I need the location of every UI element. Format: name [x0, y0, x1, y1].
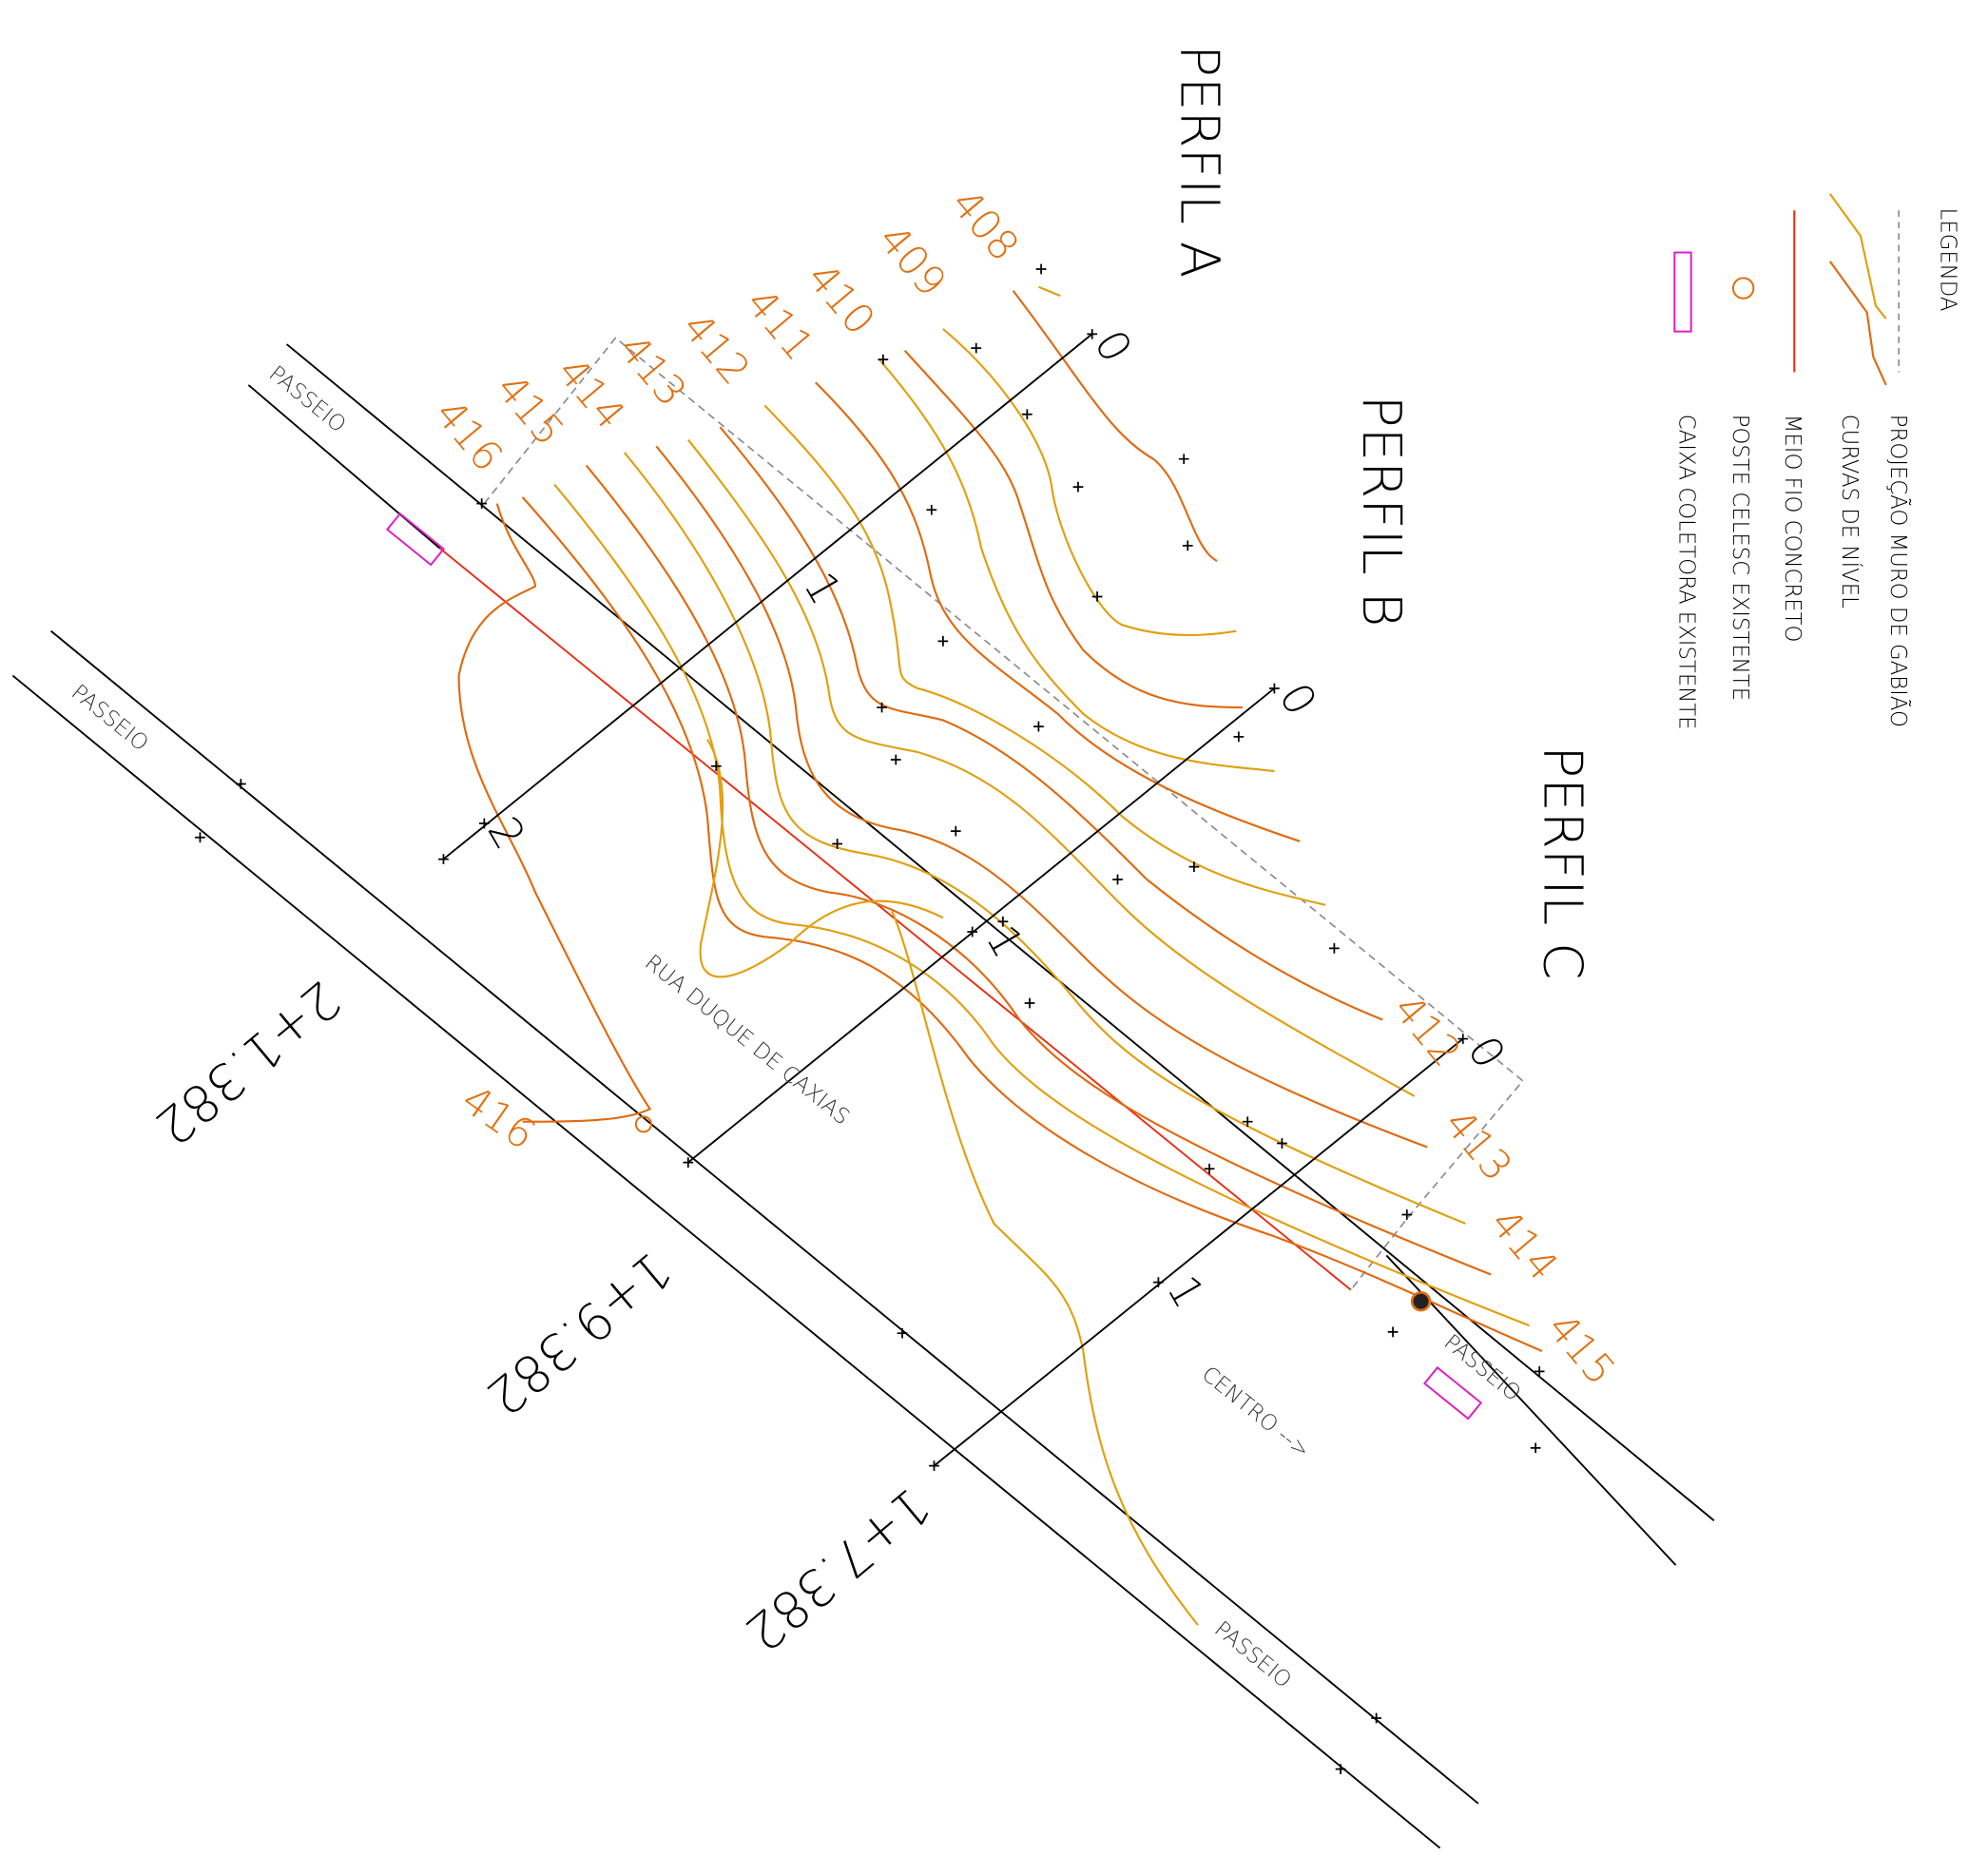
- legend-swatch: [1828, 261, 1887, 386]
- station-label: 1+9.382: [475, 1240, 684, 1428]
- sidewalk-label: PASSEIO: [67, 680, 153, 756]
- profile-tick: 2: [478, 808, 535, 858]
- pole: [1410, 1290, 1432, 1312]
- collector-box: [1422, 1365, 1483, 1421]
- legend-swatch: [1828, 193, 1887, 319]
- sidewalk-label: PASSEIO: [264, 361, 351, 437]
- street-lines: [11, 343, 1715, 1849]
- profile-title: PERFIL B: [1350, 396, 1412, 628]
- station-label: 2+1.382: [144, 970, 352, 1158]
- profile-lines: [442, 333, 1464, 1467]
- contour-label: 408: [941, 181, 1028, 271]
- profile-title: PERFIL C: [1532, 745, 1593, 979]
- collector-box: [385, 512, 446, 567]
- sidewalk-label: PASSEIO: [1439, 1330, 1526, 1406]
- legend-label: CURVAS DE NÍVEL: [1837, 415, 1863, 609]
- legend: LEGENDA PROJEÇÃO MURO DE GABIÃO CURVAS D…: [1673, 193, 1959, 730]
- sidewalk-label: PASSEIO: [1209, 1616, 1296, 1692]
- profile-tick: 0: [1269, 675, 1326, 725]
- profile-tick: 0: [1085, 321, 1142, 371]
- contour-label: 414: [1480, 1200, 1567, 1290]
- contour-label: 409: [869, 216, 955, 306]
- legend-label: CAIXA COLETORA EXISTENTE: [1674, 415, 1699, 730]
- profile-tick: 0: [1457, 1028, 1515, 1077]
- legend-label: POSTE CELESC EXISTENTE: [1727, 415, 1752, 701]
- contours: [457, 285, 1543, 1626]
- profile-tick: 1: [794, 564, 851, 613]
- contour-label: 416: [453, 1076, 544, 1160]
- profile-tick: 1: [976, 917, 1033, 966]
- station-labels: 2+1.382 1+9.382 1+7.382: [144, 970, 941, 1664]
- contour-labels: 408 409 410 411 412 413 414 415 416 412 …: [425, 181, 1624, 1395]
- profile-title: PERFIL A: [1168, 45, 1230, 278]
- pole: [634, 1115, 652, 1133]
- legend-swatch: [1673, 251, 1692, 333]
- legend-label: MEIO FIO CONCRETO: [1780, 415, 1805, 643]
- direction-label: CENTRO -->: [1197, 1362, 1314, 1463]
- contour-label: 412: [1383, 986, 1470, 1076]
- profile-labels: PERFIL A PERFIL B PERFIL C 0 1 2 0 1 0 1: [478, 45, 1593, 1316]
- station-label: 1+7.382: [734, 1476, 942, 1664]
- legend-title: LEGENDA: [1935, 208, 1959, 312]
- contour-label: 413: [1435, 1100, 1521, 1190]
- gabion-projection: [483, 337, 1524, 1291]
- street-name: RUA DUQUE DE CAXIAS: [640, 950, 854, 1130]
- profile-tick: 1: [1157, 1267, 1214, 1317]
- contour-label: 415: [1537, 1305, 1624, 1395]
- legend-swatch: [1731, 277, 1755, 300]
- legend-label: PROJEÇÃO MURO DE GABIÃO: [1885, 415, 1911, 727]
